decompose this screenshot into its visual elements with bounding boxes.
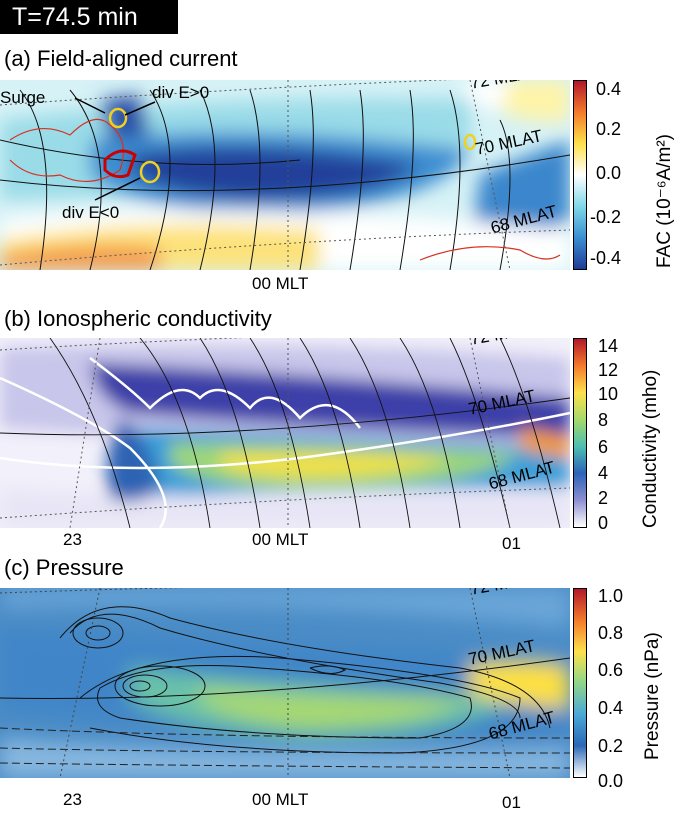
panel-a-title: (a) Field-aligned current <box>4 46 238 71</box>
conductivity-tick: 2 <box>598 488 609 508</box>
panel-a-map: Surge div E>0 div E<0 72 MLAT 70 MLAT 68… <box>0 80 570 270</box>
fac-tick: 0.4 <box>596 79 622 99</box>
pressure-map <box>0 588 570 778</box>
div-e-pos-label: div E>0 <box>152 83 210 102</box>
mlt-00-label-c: 00 MLT <box>252 790 309 809</box>
panel-b-title: (b) Ionospheric conductivity <box>4 306 272 331</box>
fac-colorbar <box>573 80 587 270</box>
mlt-01-label-b: 01 <box>502 534 521 553</box>
mlt-00-label-a: 00 MLT <box>252 274 309 293</box>
pressure-tick: 0.4 <box>598 698 624 718</box>
conductivity-map <box>0 338 570 528</box>
surge-label: Surge <box>0 88 46 107</box>
fac-colorbar-title: FAC (10⁻⁶A/m²) <box>654 134 675 268</box>
panel-c-map: 72 MLAT 70 MLAT 68 MLAT <box>0 588 570 778</box>
conductivity-tick: 14 <box>598 336 619 356</box>
conductivity-colorbar <box>573 338 587 528</box>
panel-b-map: 72 MLAT 70 MLAT 68 MLAT <box>0 338 570 528</box>
pressure-tick: 0.2 <box>598 736 624 756</box>
conductivity-tick: 10 <box>598 384 619 404</box>
fac-tick: -0.2 <box>590 207 622 227</box>
fac-tick: -0.4 <box>590 248 622 268</box>
panel-c-title: (c) Pressure <box>4 555 124 580</box>
time-label: T=74.5 min <box>0 0 178 34</box>
mlt-01-label-c: 01 <box>502 793 521 812</box>
conductivity-tick: 0 <box>598 513 609 533</box>
pressure-tick: 0.0 <box>598 771 624 791</box>
conductivity-tick: 12 <box>598 360 619 380</box>
pressure-colorbar-title: Pressure (nPa) <box>642 632 663 760</box>
conductivity-tick: 8 <box>598 410 609 430</box>
fac-map <box>0 80 570 270</box>
pressure-tick: 0.8 <box>598 623 624 643</box>
fac-tick: 0.0 <box>596 163 622 183</box>
fac-tick: 0.2 <box>596 119 622 139</box>
div-e-neg-label: div E<0 <box>62 203 120 222</box>
mlt-23-label-c: 23 <box>63 790 82 809</box>
conductivity-tick: 6 <box>598 437 609 457</box>
conductivity-tick: 4 <box>598 463 609 483</box>
pressure-tick: 0.6 <box>598 660 624 680</box>
mlt-23-label-b: 23 <box>63 530 82 549</box>
pressure-colorbar <box>573 588 587 778</box>
mlt-00-label-b: 00 MLT <box>252 530 309 549</box>
conductivity-colorbar-title: Conductivity (mho) <box>640 369 661 528</box>
pressure-tick: 1.0 <box>598 586 624 606</box>
